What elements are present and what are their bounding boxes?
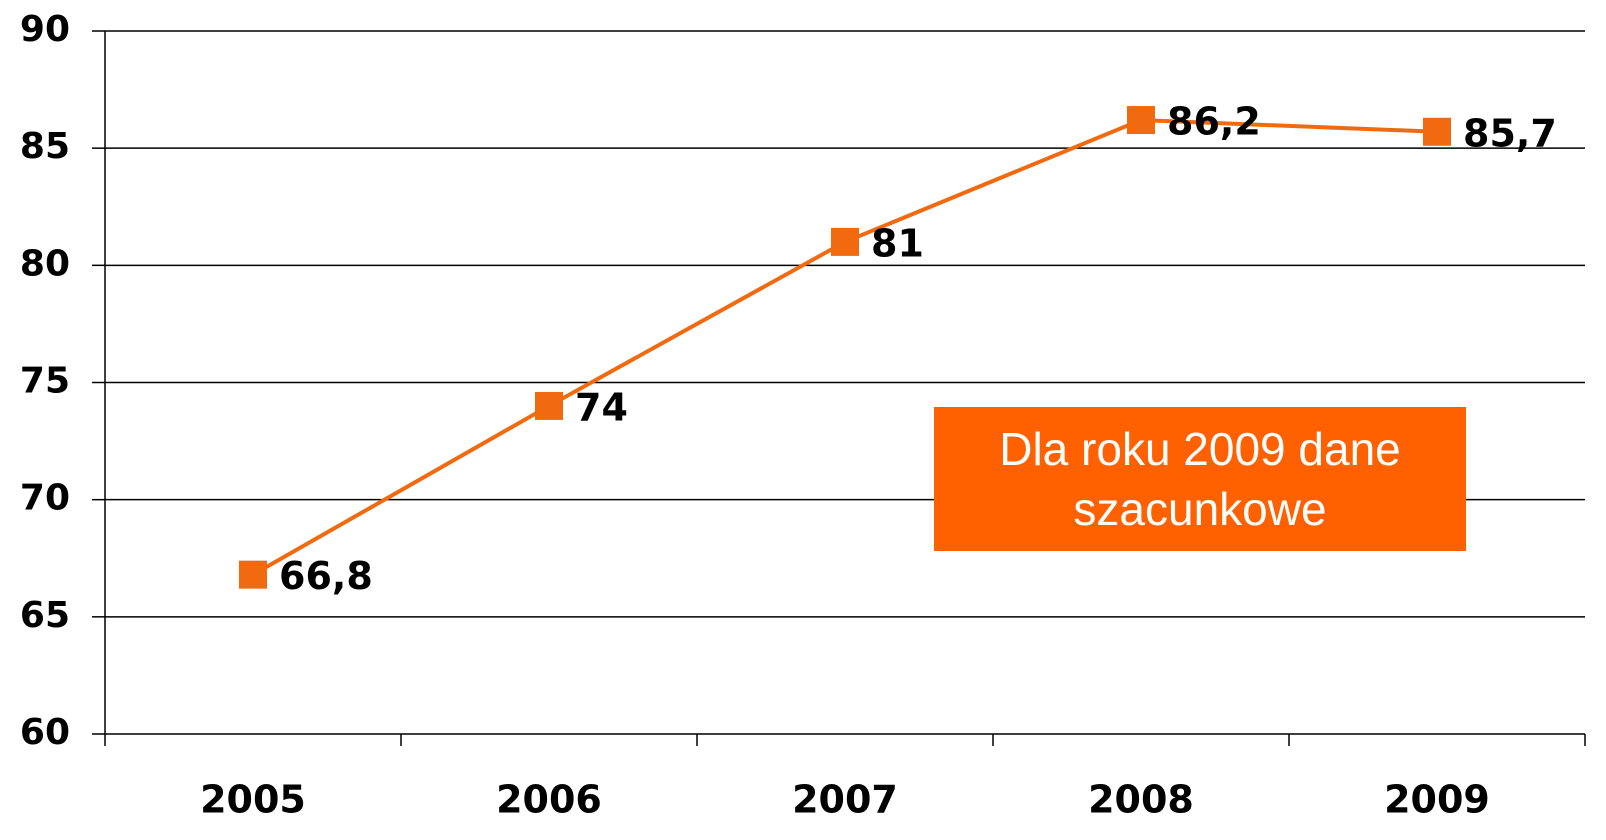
marker (535, 391, 563, 420)
y-tick-label: 90 (20, 9, 70, 50)
x-tick-label: 2007 (792, 778, 898, 822)
y-tick-label: 75 (20, 361, 70, 402)
data-label: 74 (575, 385, 628, 429)
x-tick-label: 2006 (496, 778, 602, 822)
x-tick-label: 2008 (1088, 778, 1194, 822)
marker (1127, 106, 1155, 135)
data-label: 86,2 (1167, 100, 1261, 144)
y-tick-label: 80 (20, 243, 70, 284)
y-tick-label: 60 (20, 712, 70, 753)
y-tick-label: 70 (20, 478, 70, 519)
y-tick-label: 65 (20, 595, 70, 636)
marker (1423, 117, 1451, 146)
data-label: 85,7 (1463, 111, 1557, 155)
data-label: 66,8 (279, 554, 373, 598)
y-tick-label: 85 (20, 126, 70, 167)
annotation: Dla roku 2009 dane szacunkowe (934, 407, 1466, 551)
x-tick-label: 2009 (1384, 778, 1490, 822)
marker (239, 560, 267, 589)
data-label: 81 (871, 221, 924, 265)
marker (831, 227, 859, 256)
x-tick-label: 2005 (200, 778, 306, 822)
